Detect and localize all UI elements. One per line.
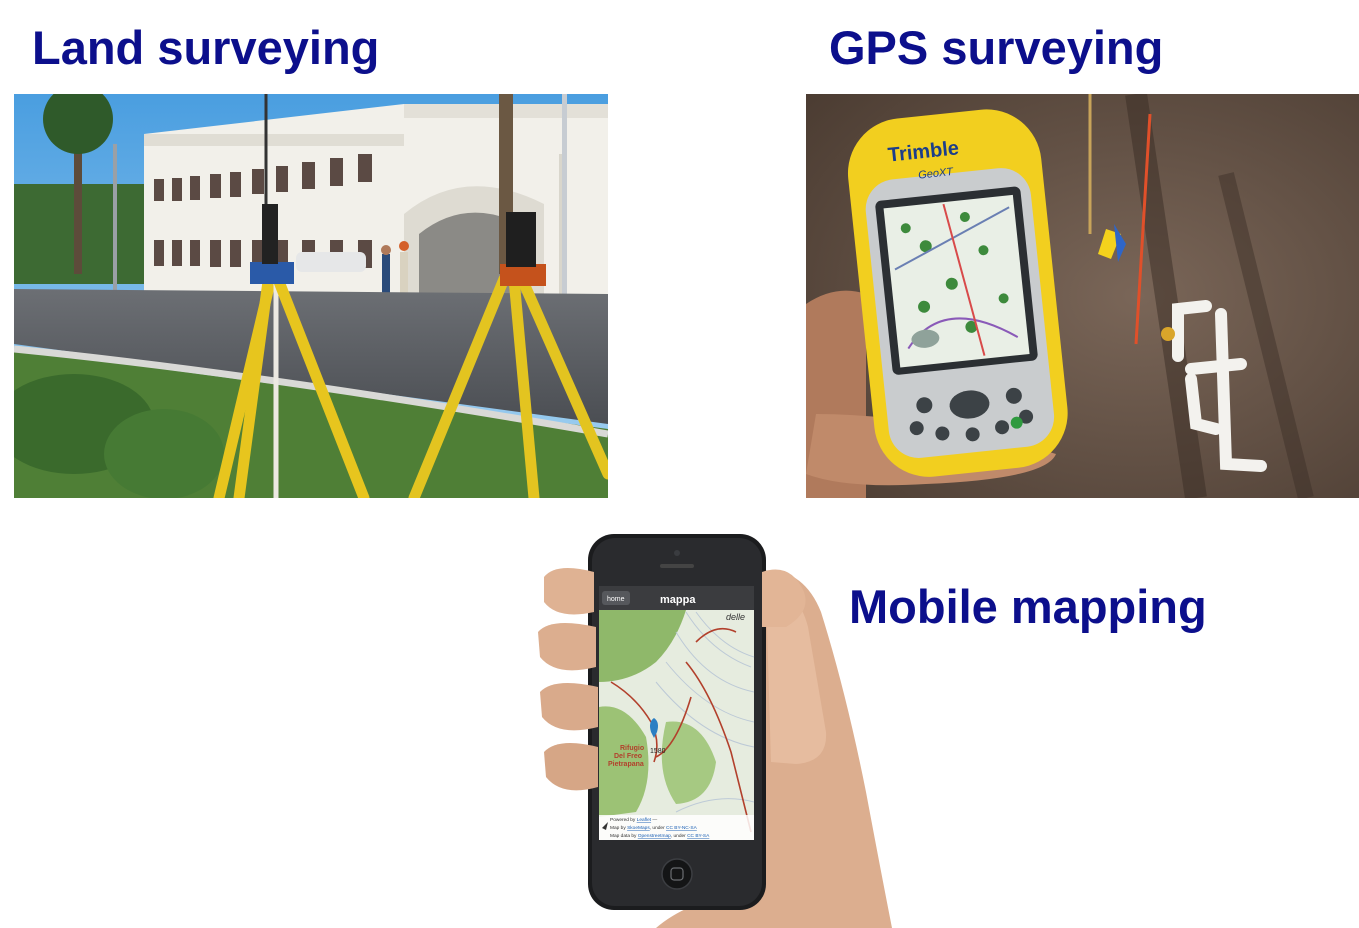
map-app-title: mappa — [660, 594, 696, 606]
map-home-button-label: home — [607, 596, 625, 603]
gps-device-model: GeoXT — [918, 166, 955, 182]
gps-surveying-title: GPS surveying — [829, 21, 1164, 74]
map-attribution-line2: Map by SkoeMaps, under CC BY-NC-SA — [610, 825, 698, 831]
topographic-map[interactable]: Rifugio Del Freo Pietrapana 1580 delle P… — [599, 610, 755, 840]
map-label-refuge-1: Rifugio — [620, 745, 644, 752]
map-home-button[interactable] — [602, 591, 630, 605]
map-attribution-line3: Map data by Openstreetmap, under CC BY-S… — [610, 833, 710, 839]
gps-surveying-photo: Trimble GeoXT — [806, 94, 1359, 498]
locate-arrow-icon[interactable] — [602, 822, 608, 830]
land-surveying-title: Land surveying — [32, 21, 380, 74]
land-surveying-photo — [14, 94, 608, 498]
map-label-refuge-3: Pietrapana — [608, 761, 644, 768]
map-label-elevation: 1580 — [650, 748, 666, 755]
map-attribution-line1: Powered by Leaflet — — [610, 817, 657, 823]
mobile-mapping-title: Mobile mapping — [849, 580, 1207, 633]
mobile-mapping-photo: home mappa Rifugio Del Freo Pietrapana — [536, 532, 892, 928]
phone-home-button[interactable] — [661, 858, 693, 890]
map-label-refuge-2: Del Freo — [614, 753, 642, 760]
map-label-place: delle — [726, 612, 745, 622]
